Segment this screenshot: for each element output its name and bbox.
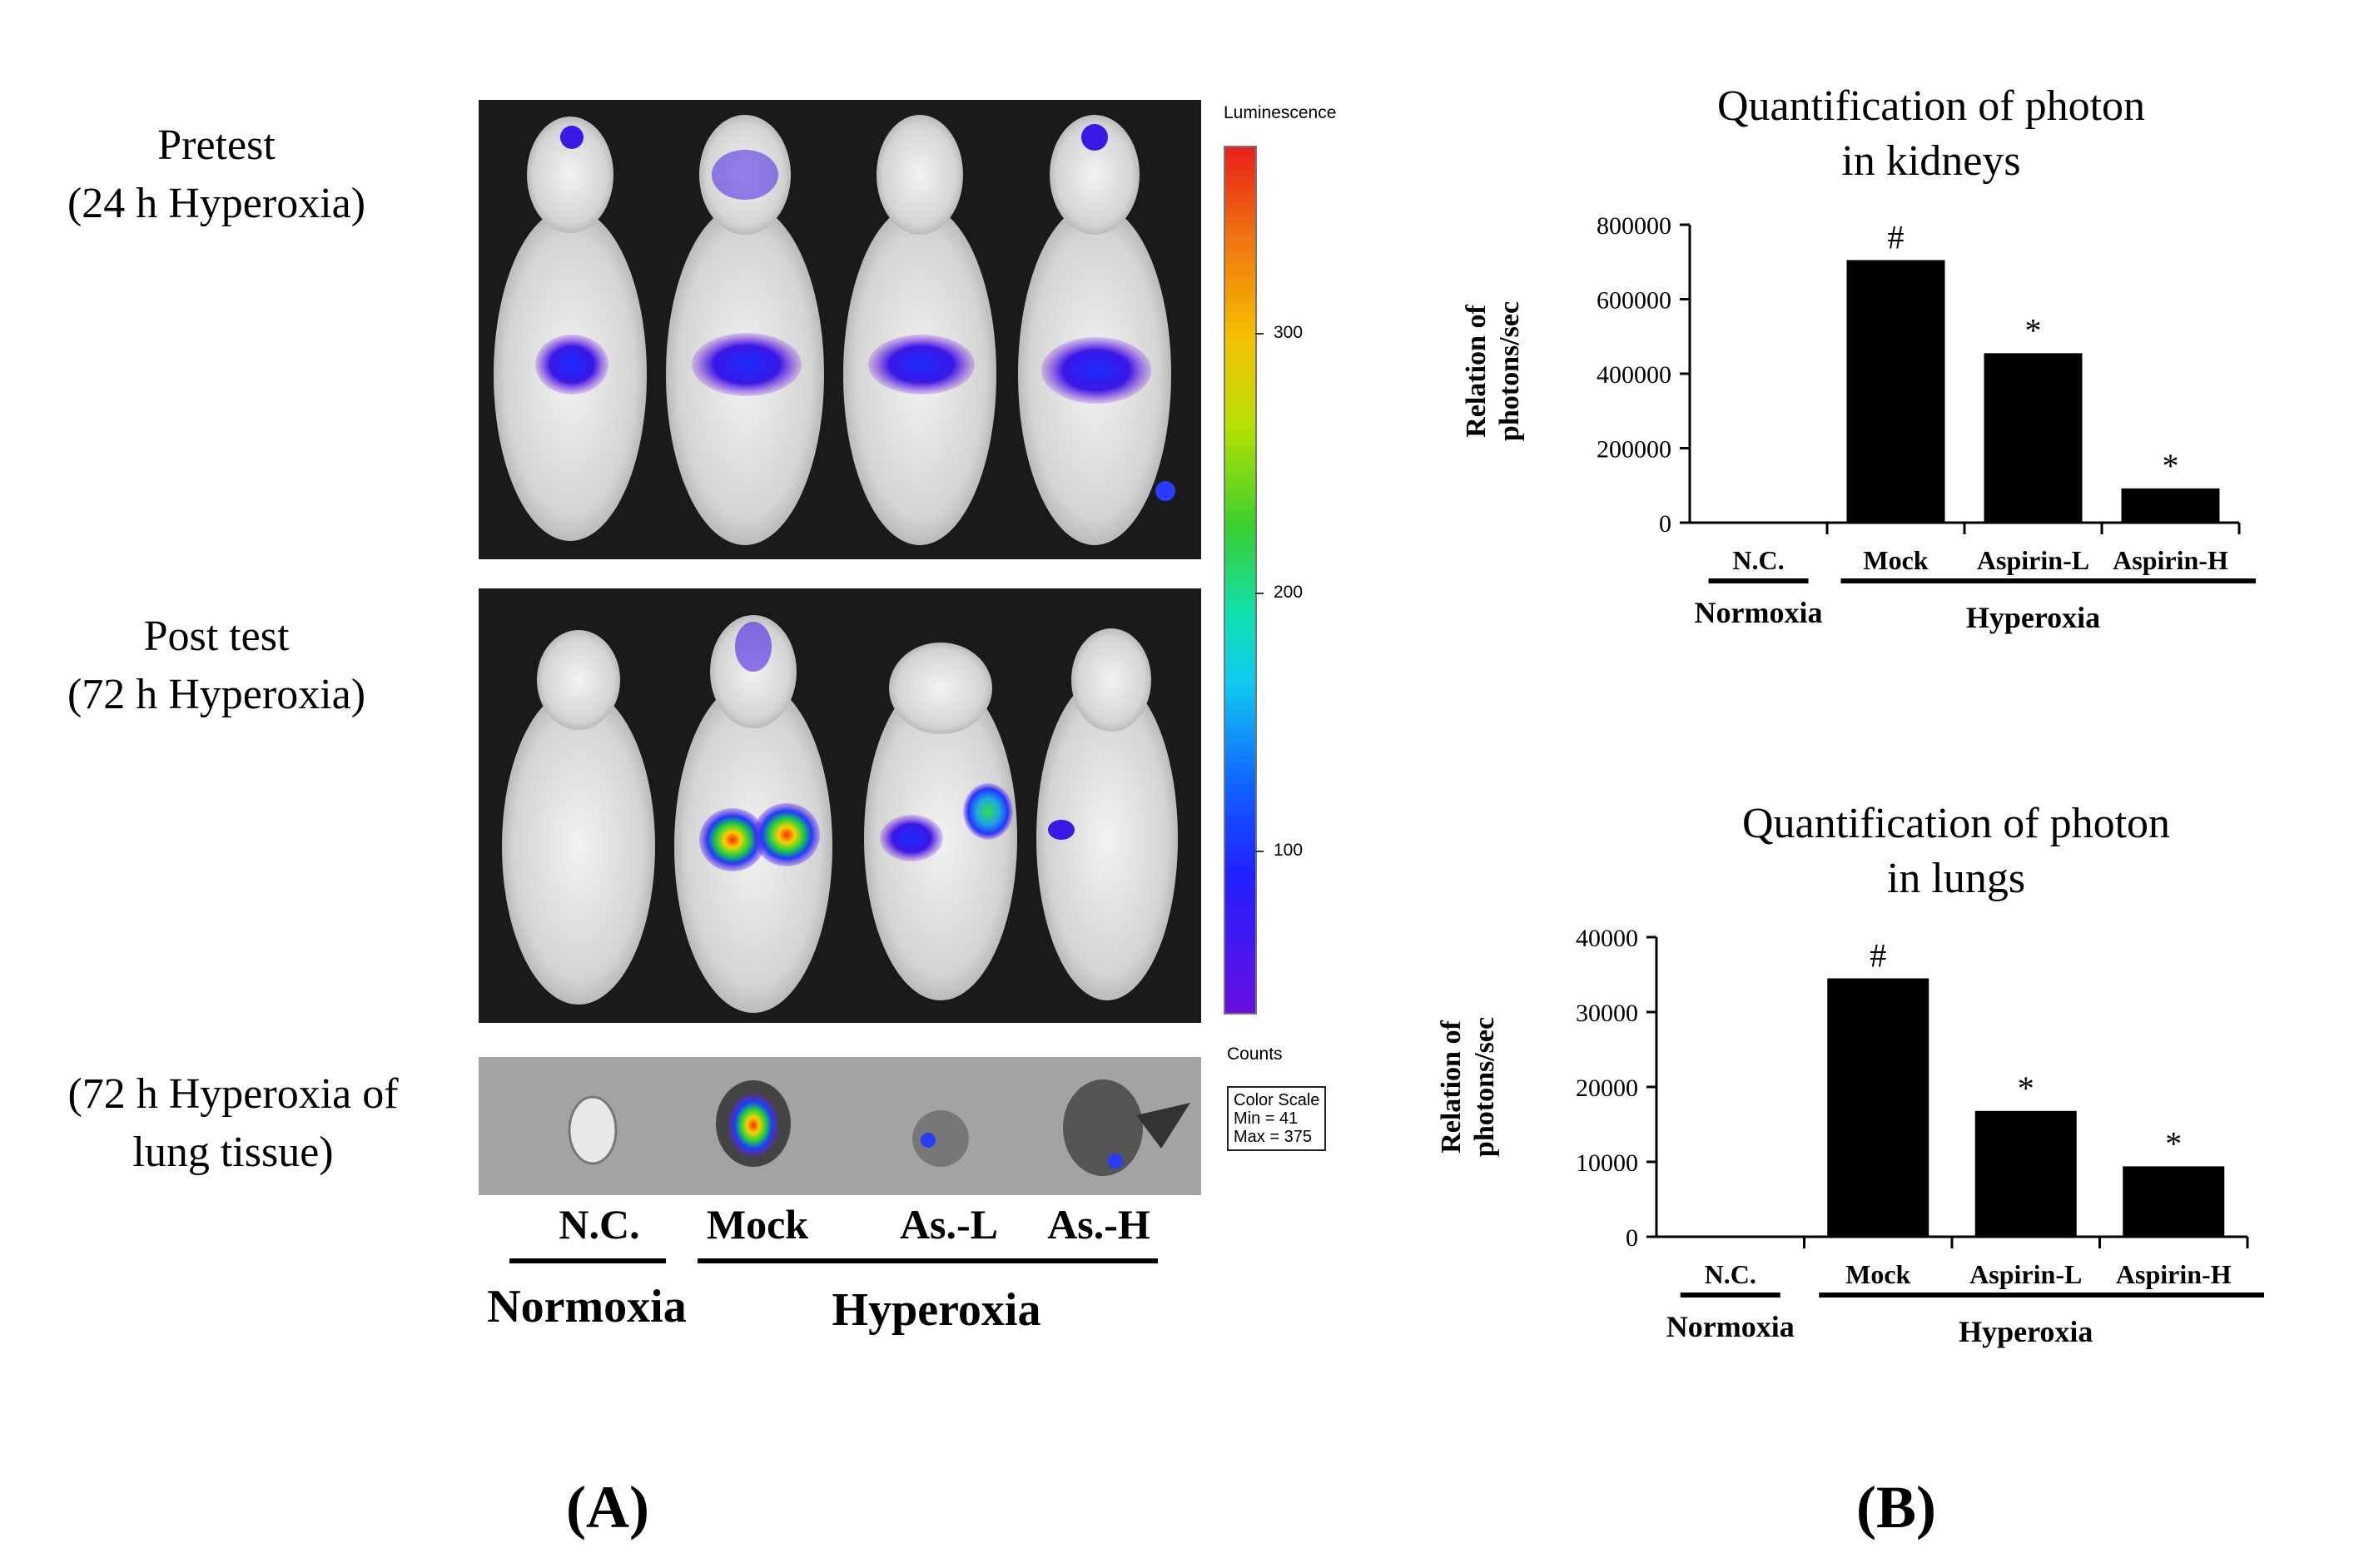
- row-label-pretest: Pretest (24 h Hyperoxia): [17, 117, 416, 233]
- kidneys-ytick-label-0: 0: [1659, 510, 1671, 538]
- kidneys-marker-1: #: [1888, 219, 1905, 256]
- sample-label-mock: Mock: [706, 1201, 809, 1248]
- lung-aspirin-h: [1063, 1079, 1190, 1176]
- kidneys-marker-2: *: [2025, 311, 2042, 349]
- kidneys-category-label-3: Aspirin-H: [2113, 545, 2228, 575]
- color-scale-box: Color Scale Min = 41 Max = 375: [1227, 1086, 1327, 1151]
- color-scale-min: Min = 41: [1234, 1109, 1299, 1128]
- panel-letter-a: (A): [566, 1474, 649, 1541]
- kidneys-ytick-label-3: 600000: [1597, 287, 1671, 315]
- group-label-normoxia: Normoxia: [487, 1281, 687, 1332]
- group-label-hyperoxia: Hyperoxia: [832, 1284, 1041, 1336]
- posttest-imaging-panel: [479, 588, 1201, 1023]
- kidneys-bar-mock: [1846, 260, 1945, 523]
- lungs-group-hyperoxia: Hyperoxia: [1959, 1315, 2093, 1348]
- chart-kidneys: Quantification of photon in kidneys Relati…: [1461, 82, 2256, 634]
- lungs-bar-aspirin-l: [1974, 1110, 2077, 1237]
- row-label-pretest-line2: (24 h Hyperoxia): [67, 180, 366, 227]
- pretest-mouse-1: [494, 117, 647, 541]
- row-label-posttest: Post test (72 h Hyperoxia): [17, 608, 416, 724]
- kidneys-ylabel-line-2: photons/sec: [1494, 301, 1525, 441]
- panel-letter-b: (B): [1856, 1474, 1936, 1541]
- kidneys-ytick-label-2: 400000: [1597, 361, 1671, 389]
- posttest-mouse-1: [502, 630, 655, 1005]
- lungs-ytick-label-4: 40000: [1576, 925, 1638, 952]
- kidneys-ytick-label-1: 200000: [1597, 436, 1671, 464]
- chart-lungs: Quantification of photon in lungs Relation…: [1436, 800, 2264, 1348]
- lungs-category-label-0: N.C.: [1705, 1259, 1756, 1289]
- pretest-mouse-2: [666, 115, 824, 545]
- kidneys-ytick-label-4: 800000: [1597, 212, 1671, 240]
- sample-label-as-h: As.-H: [1047, 1201, 1150, 1248]
- row-label-lung: (72 h Hyperoxia of lung tissue): [33, 1065, 433, 1182]
- lung-tissue-image: [479, 1057, 1201, 1195]
- kidneys-title-line-1: Quantification of photon: [1717, 82, 2145, 130]
- lungs-title-line-2: in lungs: [1887, 855, 2025, 902]
- normoxia-bracket: [509, 1258, 666, 1263]
- lungs-ytick-label-2: 20000: [1576, 1074, 1638, 1102]
- color-scale-max: Max = 375: [1234, 1128, 1312, 1146]
- row-label-posttest-line1: Post test: [143, 613, 290, 660]
- colorbar-counts-label: Counts: [1227, 1045, 1283, 1064]
- lungs-ytick-label-0: 0: [1626, 1224, 1638, 1252]
- pretest-imaging-panel: [479, 100, 1201, 559]
- luminescence-colorbar: [1224, 146, 1257, 1015]
- kidneys-category-label-2: Aspirin-L: [1977, 545, 2089, 575]
- sample-label-as-l: As.-L: [899, 1201, 999, 1248]
- lungs-ylabel-line-1: Relation of: [1436, 1020, 1467, 1154]
- lung-mock: [716, 1080, 791, 1167]
- kidneys-category-label-1: Mock: [1863, 545, 1928, 575]
- row-label-lung-line1: (72 h Hyperoxia of: [67, 1070, 399, 1118]
- row-label-lung-line2: lung tissue): [132, 1129, 334, 1176]
- lungs-marker-3: *: [2165, 1124, 2182, 1162]
- posttest-mouse-4: [1036, 628, 1178, 1000]
- lungs-bar-mock: [1827, 978, 1929, 1237]
- kidneys-marker-3: *: [2163, 447, 2179, 484]
- row-label-posttest-line2: (72 h Hyperoxia): [67, 671, 366, 718]
- colorbar-tick-200-mark: [1255, 593, 1264, 594]
- lungs-marker-1: #: [1870, 937, 1886, 975]
- row-label-pretest-line1: Pretest: [157, 122, 276, 169]
- posttest-mouse-2: [674, 615, 832, 1013]
- colorbar-tick-300: 300: [1274, 323, 1304, 342]
- kidneys-bar-aspirin-l: [1984, 353, 2083, 523]
- lungs-bar-aspirin-h: [2123, 1166, 2225, 1237]
- lungs-ylabel-line-2: photons/sec: [1469, 1017, 1500, 1157]
- colorbar-title: Luminescence: [1224, 103, 1337, 122]
- pretest-mouse-3: [843, 115, 996, 545]
- kidneys-title-line-2: in kidneys: [1841, 137, 2020, 185]
- lungs-marker-2: *: [2018, 1069, 2034, 1107]
- lungs-category-label-3: Aspirin-H: [2116, 1259, 2232, 1289]
- kidneys-category-label-0: N.C.: [1732, 545, 1784, 575]
- kidneys-group-hyperoxia: Hyperoxia: [1966, 601, 2100, 634]
- lungs-category-label-2: Aspirin-L: [1969, 1259, 2082, 1289]
- colorbar-tick-200: 200: [1274, 583, 1304, 602]
- sample-label-nc: N.C.: [559, 1201, 640, 1248]
- kidneys-ylabel-line-1: Relation of: [1461, 305, 1492, 438]
- hyperoxia-bracket: [698, 1258, 1158, 1263]
- colorbar-tick-100: 100: [1274, 841, 1304, 860]
- lungs-ytick-label-3: 30000: [1576, 1000, 1638, 1027]
- posttest-mice-image: [479, 588, 1201, 1023]
- pretest-mouse-4: [1018, 115, 1175, 545]
- lungs-category-label-1: Mock: [1845, 1259, 1910, 1289]
- pretest-mice-image: [479, 100, 1201, 559]
- lung-aspirin-l: [912, 1110, 969, 1167]
- lungs-ytick-label-1: 10000: [1576, 1149, 1638, 1177]
- lungs-title-line-1: Quantification of photon: [1742, 800, 2170, 847]
- kidneys-group-normoxia: Normoxia: [1695, 596, 1823, 629]
- posttest-mouse-3: [864, 643, 1017, 1000]
- lungs-group-normoxia: Normoxia: [1666, 1310, 1795, 1343]
- colorbar-tick-300-mark: [1255, 333, 1264, 335]
- colorbar-tick-100-mark: [1255, 851, 1264, 852]
- color-scale-title: Color Scale: [1234, 1091, 1320, 1109]
- kidneys-bar-aspirin-h: [2121, 488, 2220, 523]
- lung-tissue-panel: [479, 1057, 1201, 1195]
- lung-nc: [568, 1095, 618, 1165]
